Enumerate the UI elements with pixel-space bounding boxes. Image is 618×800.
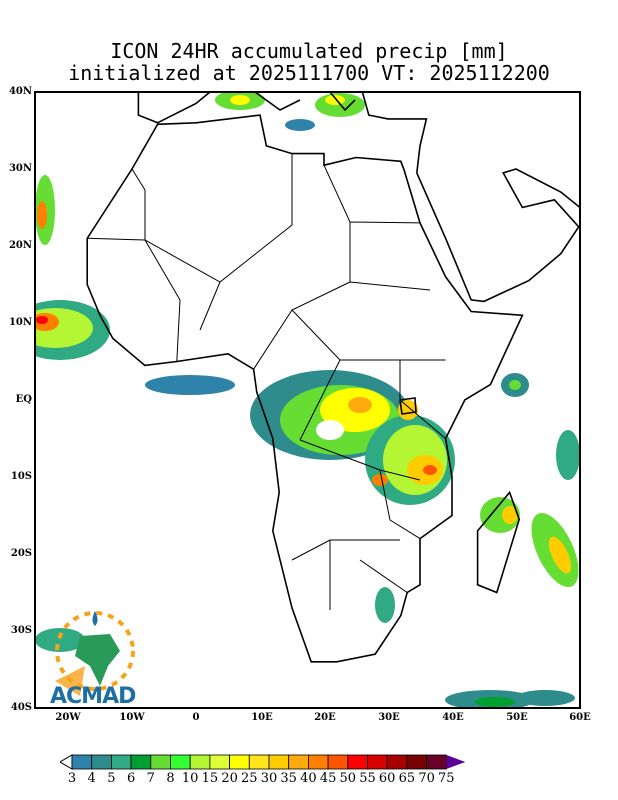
colorbar-swatch [288,754,309,770]
colorbar-swatch [71,754,93,770]
colorbar-swatch [170,754,191,770]
lon-label: 10E [251,712,273,723]
lat-label: 30S [10,625,32,636]
colorbar-label: 45 [319,771,337,786]
colorbar-label: 60 [378,771,396,786]
colorbar-swatch [367,754,388,770]
colorbar-under-arrow [60,754,73,770]
country-borders [87,153,446,610]
colorbar-swatch [248,754,270,770]
colorbar-label: 3 [67,771,77,786]
colorbar-label: 10 [181,771,199,786]
lon-label: 20E [314,712,336,723]
colorbar-swatch [307,754,329,770]
colorbar-swatch [189,754,211,770]
lat-label: 10S [10,471,32,482]
europe-coastline [137,92,356,124]
colorbar-label: 6 [126,771,136,786]
lon-label: 30E [378,712,400,723]
colorbar-label: 35 [280,771,297,786]
lon-label: 40E [442,712,464,723]
title-line-1: ICON 24HR accumulated precip [mm] [110,39,508,63]
lat-label: 30N [8,163,32,174]
colorbar-label: 30 [260,771,278,786]
africa-coastline [86,114,524,663]
lon-label: 20W [55,712,81,723]
colorbar-swatch [229,754,250,770]
colorbar-swatch [327,754,349,770]
coastlines [86,92,580,663]
lon-label: 10W [119,712,145,723]
madagascar-coastline [476,490,521,594]
lon-label: 50E [506,712,528,723]
lon-label: 0 [192,712,200,723]
lat-label: 20N [8,240,32,251]
lat-label: 40N [8,86,32,97]
title-line-2: initialized at 2025111700 VT: 2025112200 [68,61,550,85]
lake-victoria [399,397,417,415]
colorbar-swatch [111,754,132,770]
lat-label: 20S [10,548,32,559]
arabia-coastline [416,168,580,303]
colorbar-label: 25 [241,771,258,786]
colorbar-label: 7 [146,771,155,786]
colorbar-label: 50 [339,771,357,786]
lat-label: EQ [15,394,32,405]
colorbar-label: 65 [398,771,416,786]
colorbar-swatch [150,754,171,770]
acmad-logo-text: ACMAD [50,684,136,709]
colorbar-label: 15 [201,771,219,786]
colorbar-label: 4 [87,771,96,786]
precip-fields [35,92,580,708]
lon-label: 60E [569,712,591,723]
colorbar-over-arrow [446,755,466,769]
map-frame [34,91,581,709]
lat-label: 40S [10,702,32,713]
colorbar-swatch [386,754,408,770]
colorbar-swatch [406,754,427,770]
colorbar-swatch [91,754,112,770]
colorbar-swatch [268,754,290,770]
colorbar-label: 8 [166,771,175,786]
colorbar-label: 75 [438,771,455,786]
levant-coastline [361,92,428,173]
colorbar-label: 40 [300,771,317,786]
colorbar-label: 70 [418,771,435,786]
colorbar-swatch [209,754,230,770]
map-canvas [34,91,581,709]
colorbar-swatch [130,754,152,770]
colorbar [60,754,466,770]
colorbar-label: 5 [107,771,116,786]
colorbar-label: 20 [221,771,238,786]
lat-label: 10N [8,317,32,328]
colorbar-swatch [426,754,447,770]
colorbar-swatch [347,754,368,770]
acmad-logo-icon [55,611,135,696]
colorbar-label: 55 [359,771,376,786]
